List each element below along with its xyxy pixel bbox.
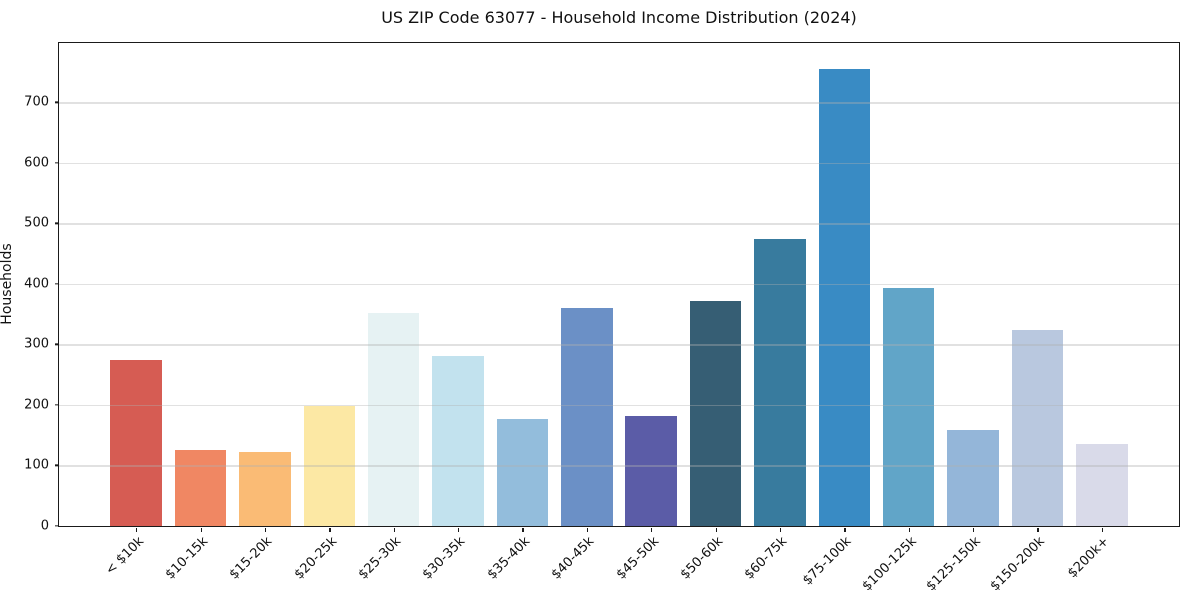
x-tick-label: $20-25k: [291, 534, 340, 583]
bar-slot: $15-20k: [227, 43, 297, 582]
y-tick-mark: [54, 343, 59, 346]
x-tick-label: $200k+: [1065, 534, 1113, 582]
plot-area: < $10k $10-15k $15-20k $20-25k $25-30k $30-35…: [24, 42, 1180, 590]
bar-slot: $25-30k: [356, 43, 426, 582]
bar-150-200k: [1011, 329, 1064, 526]
y-tick-mark: [54, 162, 59, 164]
x-tick-mark: [264, 527, 267, 532]
x-tick-label: $60-75k: [742, 534, 791, 583]
x-tick-label: $50-60k: [677, 534, 727, 583]
x-tick-mark: [908, 527, 910, 532]
bar-slot: < $10k: [103, 43, 168, 578]
x-tick-mark: [1037, 527, 1039, 532]
chart-title: US ZIP Code 63077 - Household Income Dis…: [381, 8, 857, 27]
bar-slot: $150-200k: [988, 43, 1069, 590]
bar-35-40k: [496, 418, 549, 526]
bar-slot: $20-25k: [291, 43, 361, 582]
x-tick-mark: [522, 527, 524, 532]
x-tick-label: $75-100k: [800, 534, 855, 589]
y-axis-label: Households: [0, 243, 15, 325]
y-tick-label: 400: [24, 276, 49, 292]
bar-75-100k: [818, 69, 871, 526]
bar-slot: $50-60k: [678, 43, 747, 582]
bar-100-125k: [882, 288, 935, 526]
bar-slot: $30-35k: [420, 43, 490, 582]
x-tick-mark: [973, 527, 975, 532]
bar-15-20k: [239, 452, 291, 526]
x-tick-label: $100-125k: [859, 534, 920, 590]
bar-10k: [110, 359, 162, 526]
y-tick-label: 500: [24, 215, 49, 231]
x-tick-label: $10-15k: [162, 534, 212, 583]
x-tick-mark: [715, 527, 717, 532]
x-tick-label: $40-45k: [548, 534, 598, 583]
y-tick-mark: [54, 283, 59, 285]
bar-50-60k: [689, 301, 742, 526]
bar-slot: $200k+: [1065, 43, 1134, 581]
y-tick-mark: [54, 464, 59, 467]
x-tick-mark: [779, 527, 782, 532]
bar-slot: $35-40k: [485, 43, 554, 582]
bar-slot: $40-45k: [549, 43, 619, 582]
x-tick-mark: [458, 527, 460, 532]
y-tick-label: 700: [24, 94, 49, 110]
x-tick-mark: [1101, 527, 1104, 532]
x-tick-label: $45-50k: [613, 534, 662, 583]
x-tick-mark: [393, 527, 395, 532]
bar-slot: $100-125k: [859, 43, 941, 590]
y-tick-mark: [54, 222, 59, 225]
bar-slot: $60-75k: [742, 43, 812, 582]
x-tick-mark: [136, 527, 138, 532]
x-tick-label: < $10k: [102, 534, 147, 579]
bar-40-45k: [561, 308, 613, 526]
x-tick-mark: [586, 527, 589, 532]
bar-60-75k: [754, 238, 806, 526]
bar-45-50k: [625, 416, 677, 526]
y-tick-label: 100: [24, 457, 49, 473]
x-tick-mark: [200, 527, 202, 532]
bar-25-30k: [367, 312, 420, 526]
bar-slot: $125-150k: [923, 43, 1005, 590]
y-tick-label: 200: [24, 397, 49, 413]
y-tick-mark: [54, 404, 59, 406]
x-tick-label: $150-200k: [987, 534, 1049, 590]
y-tick-mark: [54, 525, 59, 527]
x-tick-label: $25-30k: [355, 534, 405, 583]
x-tick-mark: [651, 527, 653, 532]
x-tick-label: $35-40k: [484, 534, 534, 583]
bar-125-150k: [947, 430, 999, 526]
x-tick-label: $125-150k: [923, 534, 984, 590]
y-tick-label: 0: [40, 518, 49, 534]
bar-slot: $75-100k: [801, 43, 876, 588]
bar-200k: [1076, 444, 1128, 526]
x-tick-mark: [329, 527, 331, 532]
bar-10-15k: [174, 449, 227, 526]
bar-slot: $10-15k: [163, 43, 232, 582]
x-tick-mark: [844, 527, 846, 532]
y-tick-mark: [54, 101, 59, 103]
bar-30-35k: [432, 355, 484, 526]
y-tick-label: 600: [24, 155, 49, 171]
bar-20-25k: [303, 405, 356, 526]
x-tick-label: $15-20k: [227, 534, 276, 583]
x-tick-label: $30-35k: [420, 534, 469, 583]
bar-slot: $45-50k: [613, 43, 683, 582]
bars-row: < $10k $10-15k $15-20k $20-25k $25-30k $30-35…: [59, 43, 1179, 590]
y-tick-label: 300: [24, 336, 49, 352]
